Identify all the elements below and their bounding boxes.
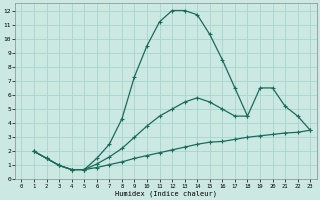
X-axis label: Humidex (Indice chaleur): Humidex (Indice chaleur) (115, 190, 217, 197)
